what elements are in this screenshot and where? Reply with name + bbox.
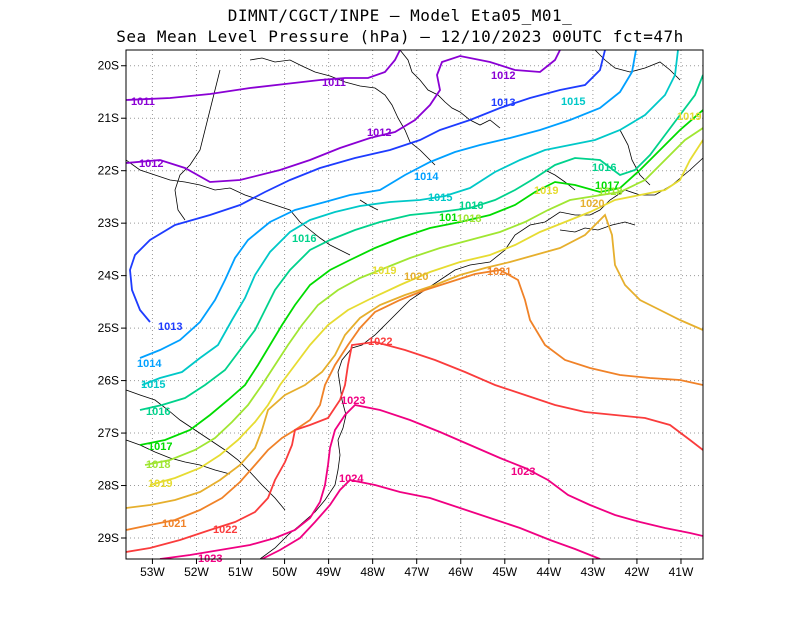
label-1014: 1014 bbox=[137, 358, 162, 370]
x-tick-label: 45W bbox=[492, 565, 517, 579]
label-1015: 1015 bbox=[561, 96, 585, 108]
label-1012: 1012 bbox=[139, 158, 163, 170]
chart-title: DIMNT/CGCT/INPE – Model Eta05_M01_ bbox=[227, 6, 573, 25]
lat-lon-grid bbox=[126, 50, 703, 559]
isobar-1022 bbox=[126, 341, 703, 553]
label-1012: 1012 bbox=[491, 70, 515, 82]
isobars bbox=[126, 50, 703, 559]
isobar-1012 bbox=[126, 50, 561, 183]
y-tick-label: 22S bbox=[98, 164, 119, 178]
isobar-1017 bbox=[139, 109, 703, 446]
label-1023: 1023 bbox=[341, 395, 365, 407]
label-1019: 1019 bbox=[148, 478, 172, 490]
label-1016: 1016 bbox=[459, 200, 483, 212]
label-1024: 1024 bbox=[339, 473, 364, 485]
label-1011: 1011 bbox=[322, 77, 346, 89]
label-1016: 1016 bbox=[592, 162, 616, 174]
label-1020: 1020 bbox=[404, 271, 428, 283]
label-1011: 1011 bbox=[131, 96, 155, 108]
label-1017: 101 bbox=[439, 212, 457, 224]
label-1016: 1016 bbox=[292, 233, 316, 245]
isobar-1021 bbox=[126, 269, 703, 531]
label-1018: 1018 bbox=[457, 213, 481, 225]
label-1019: 1019 bbox=[677, 111, 701, 123]
x-tick-label: 42W bbox=[625, 565, 650, 579]
label-1016: 1016 bbox=[146, 406, 170, 418]
label-1019: 1019 bbox=[372, 265, 396, 277]
isobar-1020 bbox=[126, 213, 703, 509]
x-tick-label: 43W bbox=[581, 565, 606, 579]
x-axis: 53W 52W 51W 50W 49W 48W 47W 46W 45W 44W 43W 42W 41W bbox=[140, 559, 694, 579]
isobar-1024 bbox=[261, 479, 601, 559]
label-1015: 1015 bbox=[428, 192, 452, 204]
label-1018: 1018 bbox=[598, 186, 622, 198]
isobar-1023 bbox=[159, 404, 703, 559]
x-tick-label: 41W bbox=[669, 565, 694, 579]
isobar-labels: 1011 1011 1012 1012 1012 1013 1013 1014 … bbox=[131, 70, 701, 565]
isobar-1019 bbox=[149, 139, 703, 486]
label-1013: 1013 bbox=[491, 97, 515, 109]
isobar-1018 bbox=[144, 127, 703, 466]
isobar-1015 bbox=[141, 50, 679, 386]
label-1017: 1017 bbox=[148, 441, 172, 453]
label-1023: 1023 bbox=[511, 466, 535, 478]
label-1013: 1013 bbox=[158, 321, 182, 333]
x-tick-label: 51W bbox=[228, 565, 253, 579]
label-1012: 1012 bbox=[367, 127, 391, 139]
x-tick-label: 52W bbox=[184, 565, 209, 579]
x-tick-label: 47W bbox=[404, 565, 429, 579]
label-1015: 1015 bbox=[141, 379, 165, 391]
y-tick-label: 24S bbox=[98, 269, 119, 283]
y-tick-label: 28S bbox=[98, 479, 119, 493]
y-tick-label: 27S bbox=[98, 426, 119, 440]
label-1020: 1020 bbox=[580, 198, 604, 210]
label-1022: 1022 bbox=[368, 336, 392, 348]
x-tick-label: 53W bbox=[140, 565, 165, 579]
isobar-1016 bbox=[139, 74, 703, 411]
label-1022: 1022 bbox=[213, 524, 237, 536]
y-tick-label: 23S bbox=[98, 216, 119, 230]
y-tick-label: 26S bbox=[98, 374, 119, 388]
isobar-1011 bbox=[126, 50, 401, 101]
x-tick-label: 49W bbox=[316, 565, 341, 579]
y-axis: 20S 21S 22S 23S 24S 25S 26S 27S 28S 29S bbox=[98, 59, 126, 545]
map-frame bbox=[125, 49, 704, 560]
y-tick-label: 25S bbox=[98, 321, 119, 335]
label-1021: 1021 bbox=[162, 518, 186, 530]
isobar-1013 bbox=[129, 50, 606, 323]
label-1017: 1017 bbox=[595, 180, 619, 192]
x-tick-label: 44W bbox=[536, 565, 561, 579]
label-1018: 1018 bbox=[146, 459, 170, 471]
x-tick-label: 46W bbox=[448, 565, 473, 579]
y-tick-label: 21S bbox=[98, 111, 119, 125]
y-tick-label: 29S bbox=[98, 531, 119, 545]
label-1021: 1021 bbox=[487, 266, 511, 278]
label-1014: 1014 bbox=[414, 171, 439, 183]
y-tick-label: 20S bbox=[98, 59, 119, 73]
x-tick-label: 48W bbox=[360, 565, 385, 579]
x-tick-label: 50W bbox=[272, 565, 297, 579]
isobar-1014 bbox=[139, 50, 637, 359]
label-1019: 1019 bbox=[534, 185, 558, 197]
chart-subtitle: Sea Mean Level Pressure (hPa) – 12/10/20… bbox=[116, 27, 684, 46]
